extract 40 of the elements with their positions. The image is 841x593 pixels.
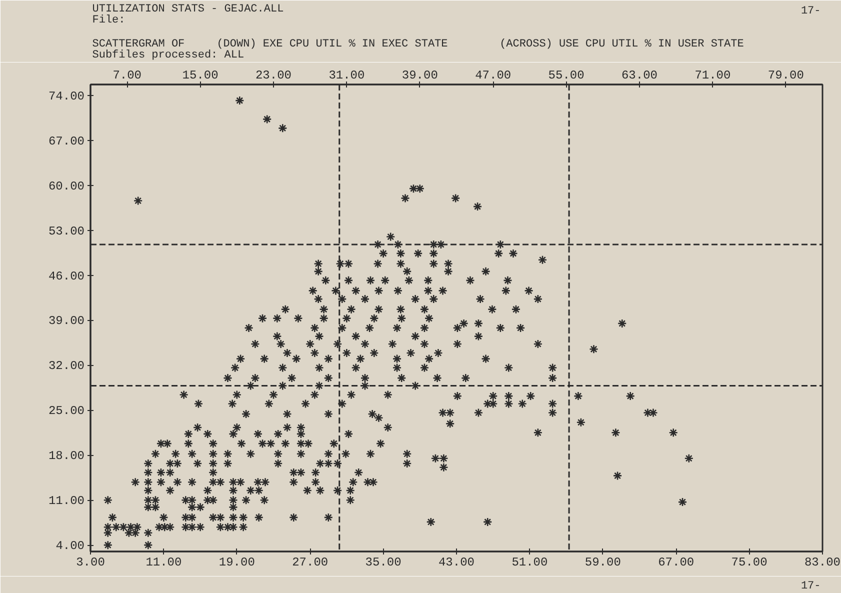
x-tick-label: 59.00 bbox=[584, 556, 621, 570]
x-tick-label: 75.00 bbox=[731, 556, 768, 570]
x2-tick-label: 55.00 bbox=[548, 68, 584, 82]
y-tick-label: 60.00 bbox=[48, 179, 85, 194]
text: File: bbox=[92, 14, 126, 26]
y-axis-title: (DOWN) EXE CPU UTIL % IN EXEC STATE bbox=[216, 38, 448, 50]
x2-tick-label: 7.00 bbox=[112, 68, 142, 82]
x2-tick-label: 63.00 bbox=[621, 68, 658, 82]
y-tick-label: 18.00 bbox=[48, 449, 85, 464]
chart-subtitle: SCATTERGRAM OF bbox=[92, 38, 185, 50]
text: 17- bbox=[800, 6, 821, 18]
x2-tick-label: 39.00 bbox=[402, 68, 438, 82]
x-tick-label: 19.00 bbox=[218, 556, 255, 570]
x2-tick-label: 15.00 bbox=[182, 68, 218, 82]
x-tick-label: 3.00 bbox=[76, 556, 105, 570]
y-tick-label: 39.00 bbox=[48, 314, 85, 328]
y-tick-label: 4.00 bbox=[56, 539, 85, 554]
x-tick-label: 27.00 bbox=[292, 556, 328, 570]
x2-tick-label: 31.00 bbox=[328, 68, 365, 82]
x-tick-label: 83.00 bbox=[804, 556, 841, 570]
x2-tick-label: 71.00 bbox=[694, 68, 731, 82]
y-tick-label: 53.00 bbox=[48, 224, 85, 238]
y-tick-label: 67.00 bbox=[48, 134, 85, 148]
x-tick-label: 43.00 bbox=[438, 556, 475, 570]
x-tick-label: 11.00 bbox=[146, 556, 182, 570]
text: 17- bbox=[800, 580, 821, 592]
text: Subfiles processed: ALL bbox=[92, 50, 244, 62]
x2-tick-label: 47.00 bbox=[475, 68, 512, 82]
y-tick-label: 46.00 bbox=[48, 269, 85, 284]
y-tick-label: 32.00 bbox=[48, 359, 85, 374]
x-tick-label: 35.00 bbox=[365, 556, 402, 570]
x-tick-label: 51.00 bbox=[512, 556, 548, 570]
y-tick-label: 11.00 bbox=[48, 494, 85, 508]
x-axis-title: (ACROSS) USE CPU UTIL % IN USER STATE bbox=[500, 38, 744, 50]
x-tick-label: 67.00 bbox=[658, 556, 694, 570]
y-tick-label: 25.00 bbox=[48, 404, 85, 418]
x2-tick-label: 79.00 bbox=[768, 68, 804, 82]
chart-title: UTILIZATION STATS - GEJAC.ALL bbox=[92, 4, 284, 16]
y-tick-label: 74.00 bbox=[48, 89, 85, 104]
x2-tick-label: 23.00 bbox=[255, 68, 292, 82]
